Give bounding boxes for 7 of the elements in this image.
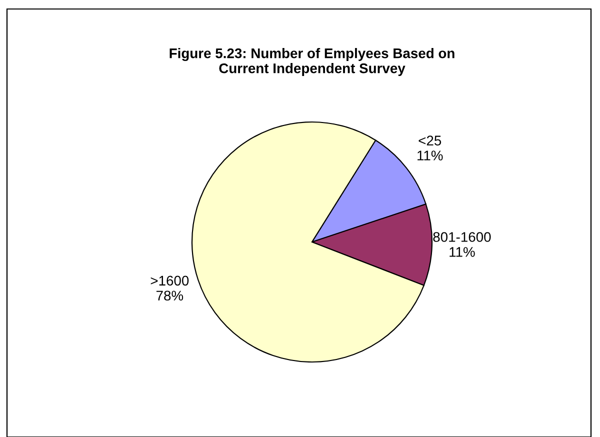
slice-label: >1600 — [150, 276, 189, 286]
data-label: 11% — [450, 247, 475, 257]
data-label: 11% — [418, 150, 443, 160]
slice-label: <25 — [418, 136, 442, 146]
slice-label: 801-1600 — [433, 232, 491, 242]
chart-title: Figure 5.23: Number of Emplyees Based on Current Independent Survey — [170, 48, 454, 76]
data-label: 78% — [156, 290, 184, 301]
